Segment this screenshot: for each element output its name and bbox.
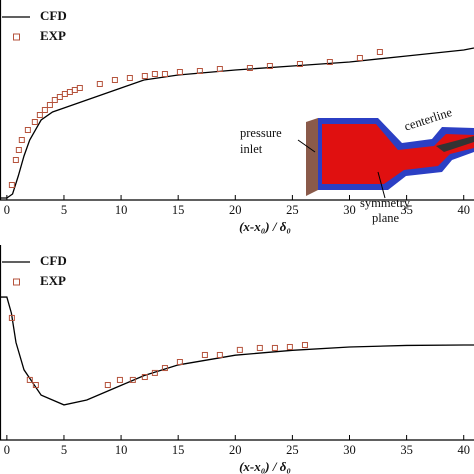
x-tick-label: 35	[400, 203, 413, 217]
plot: 0 5 10 15 20 25 30 35 40 (x-x₀) / δ₀ CFD EXP	[0, 0, 474, 234]
exp-marker	[15, 147, 22, 153]
exp-marker	[66, 89, 73, 95]
exp-marker	[8, 314, 15, 321]
x-tick-label: 5	[61, 443, 67, 457]
x-tick-label: 25	[286, 443, 299, 457]
legend-label: CFD	[40, 253, 67, 268]
x-tick-label: 20	[229, 443, 242, 457]
exp-marker	[71, 87, 78, 93]
exp-marker	[104, 382, 111, 389]
x-tick-label: 30	[343, 443, 356, 457]
exp-marker	[151, 71, 158, 77]
exp-marker	[326, 59, 333, 65]
x-tick-label: 15	[172, 443, 185, 457]
exp-marker	[141, 374, 148, 381]
x-tick-label: 0	[4, 443, 10, 457]
exp-marker	[32, 382, 39, 389]
exp-marker	[201, 351, 208, 358]
x-tick-label: 20	[229, 203, 242, 217]
annotation: plane	[372, 211, 400, 225]
inlet-face	[306, 118, 318, 196]
exp-marker	[96, 81, 103, 87]
x-tick-label: 30	[343, 203, 356, 217]
exp-marker	[31, 119, 38, 125]
x-tick-label: 35	[400, 443, 413, 457]
exp-marker	[161, 365, 168, 372]
exp-marker	[129, 376, 136, 383]
legend-label: EXP	[40, 28, 66, 43]
exp-marker	[266, 63, 273, 69]
annotation: symmetry	[360, 196, 411, 210]
exp-marker	[296, 61, 303, 67]
x-tick-label: 0	[4, 203, 10, 217]
exp-marker	[176, 359, 183, 365]
x-axis-label: (x-x₀) / δ₀	[239, 459, 291, 474]
exp-marker	[141, 73, 148, 79]
legend-label: CFD	[40, 8, 67, 23]
inset-diagram: pressure inlet symmetry plane centerline	[240, 105, 474, 225]
legend-marker	[13, 33, 20, 41]
cfd-line	[0, 47, 474, 199]
exp-marker	[12, 157, 19, 163]
exp-marker	[216, 66, 223, 72]
x-axis-label: (x-x₀) / δ₀	[239, 219, 291, 234]
exp-marker	[376, 49, 383, 55]
nozzle-core	[322, 124, 474, 184]
x-tick-label: 40	[457, 203, 470, 217]
exp-marker	[356, 55, 363, 61]
exp-marker	[51, 97, 58, 103]
exp-marker	[26, 376, 33, 383]
exp-marker	[301, 342, 308, 349]
x-tick-label: 5	[61, 203, 67, 217]
exp-marker	[56, 94, 63, 100]
exp-marker	[8, 182, 15, 188]
exp-marker	[246, 65, 253, 71]
exp-marker	[236, 346, 243, 353]
x-tick-label: 40	[457, 443, 470, 457]
exp-marker	[176, 69, 183, 75]
exp-marker	[161, 71, 168, 77]
exp-marker	[271, 344, 278, 351]
exp-marker	[256, 344, 263, 351]
arrow	[377, 171, 386, 199]
exp-marker	[111, 77, 118, 83]
x-tick-label: 15	[172, 203, 185, 217]
x-tick-label: 10	[115, 203, 128, 217]
exp-marker	[41, 107, 48, 113]
exp-marker	[18, 137, 25, 143]
exp-marker	[116, 376, 123, 383]
exp-marker	[24, 127, 31, 133]
arrow	[297, 139, 316, 153]
exp-marker	[286, 343, 293, 350]
exp-marker	[151, 369, 158, 376]
exp-marker	[76, 85, 83, 91]
exp-marker	[126, 75, 133, 81]
legend-marker	[13, 278, 20, 286]
exp-marker	[61, 91, 68, 97]
annotation: inlet	[240, 142, 263, 156]
exp-marker	[36, 112, 43, 118]
probe	[436, 136, 474, 152]
x-tick-label: 10	[115, 443, 128, 457]
legend-label: EXP	[40, 273, 66, 288]
exp-marker	[46, 102, 53, 108]
exp-marker	[196, 68, 203, 74]
cfd-line	[0, 296, 474, 406]
plot: 0 5 10 15 20 25 30 35 40 (x-x₀) / δ₀ CFD EXP	[0, 245, 474, 474]
exp-marker	[216, 351, 223, 358]
x-tick-label: 25	[286, 203, 299, 217]
annotation: pressure	[240, 126, 282, 140]
